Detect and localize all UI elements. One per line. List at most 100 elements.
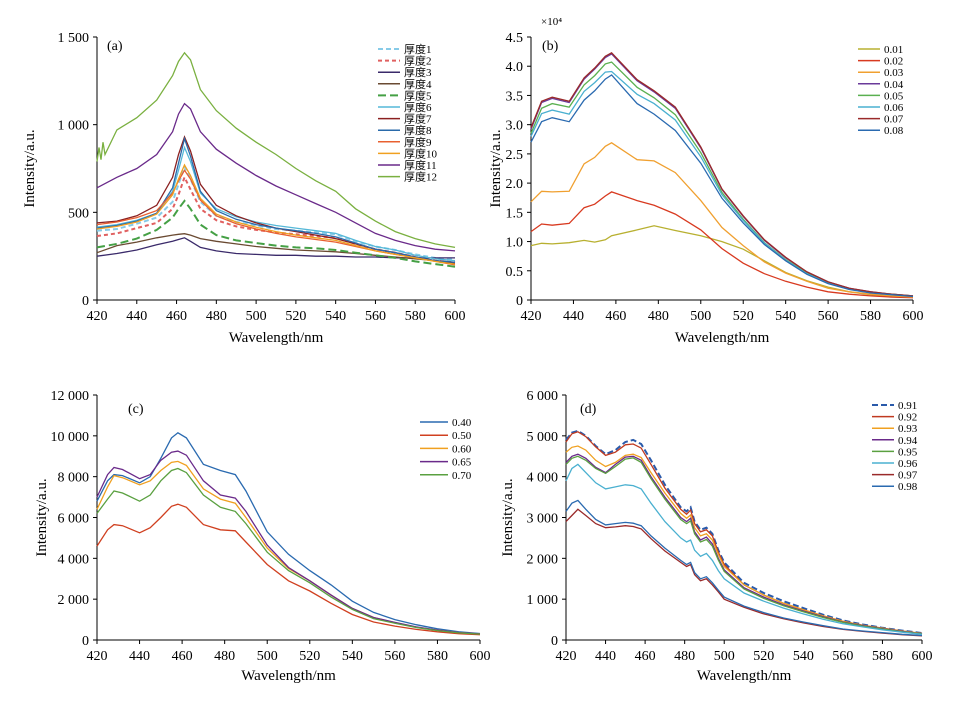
series-line-0.60: [96, 460, 481, 635]
y-tick-label: 12 000: [51, 389, 90, 404]
x-tick-label: 420: [521, 309, 542, 324]
x-tick-label: 460: [166, 309, 187, 324]
y-tick-label: 0: [82, 634, 89, 649]
y-tick-label: 1 500: [58, 31, 90, 46]
series-line-厚度4: [96, 233, 456, 263]
x-tick-label: 540: [775, 309, 796, 324]
legend-label: 0.93: [898, 423, 918, 435]
panel-label: (b): [542, 39, 559, 54]
x-tick-label: 560: [365, 309, 386, 324]
legend-label: 厚度4: [404, 77, 432, 91]
legend-label: 厚度9: [404, 135, 432, 149]
x-tick-label: 600: [470, 649, 491, 664]
x-tick-label: 580: [427, 649, 448, 664]
y-tick-label: 2 000: [527, 552, 559, 567]
x-tick-label: 460: [172, 649, 193, 664]
x-axis-label: Wavelength/nm: [241, 668, 336, 684]
x-axis-label: Wavelength/nm: [675, 330, 770, 346]
chart-panel-b: 420 440 460 480 500 520 540 560 580 600 0 0.5 1.0 1.5…: [488, 16, 924, 346]
legend-label: 0.07: [884, 114, 904, 126]
series-line-0.97: [565, 508, 923, 637]
x-tick-label: 500: [714, 649, 735, 664]
legend-label: 厚度1: [404, 42, 432, 56]
y-tick-label: 0: [82, 294, 89, 309]
x-tick-label: 520: [299, 649, 320, 664]
series-line-0.50: [96, 503, 481, 636]
x-tick-label: 480: [648, 309, 669, 324]
x-tick-label: 600: [445, 309, 466, 324]
x-axis-label: Wavelength/nm: [697, 668, 792, 684]
y-tick-label: 2.0: [506, 177, 524, 192]
axis-multiplier-label: ×10⁴: [541, 16, 562, 28]
x-tick-label: 600: [912, 649, 933, 664]
legend-label: 0.70: [452, 470, 472, 482]
y-tick-label: 4.0: [506, 60, 524, 75]
series-line-0.04: [530, 53, 914, 297]
x-tick-label: 420: [87, 649, 108, 664]
legend-label: 厚度3: [404, 65, 432, 79]
y-tick-label: 4.5: [506, 31, 524, 46]
x-tick-label: 540: [325, 309, 346, 324]
y-tick-label: 0: [551, 634, 558, 649]
y-tick-label: 4 000: [58, 552, 90, 567]
y-tick-label: 6 000: [58, 512, 90, 527]
y-tick-label: 1 000: [58, 119, 90, 134]
y-tick-label: 1 000: [527, 593, 559, 608]
series-line-0.08: [530, 74, 914, 298]
x-tick-label: 600: [903, 309, 924, 324]
series-line-0.96: [565, 463, 923, 635]
series-line-厚度2: [96, 174, 456, 264]
series-line-厚度5: [96, 199, 456, 268]
x-tick-label: 520: [285, 309, 306, 324]
legend-label: 厚度6: [404, 100, 432, 114]
y-tick-label: 1.0: [506, 236, 524, 251]
y-axis-label: Intensity/a.u.: [22, 129, 38, 207]
legend-label: 0.91: [898, 400, 917, 412]
legend-label: 厚度10: [404, 146, 437, 160]
chart-panel-d: 420 440 460 480 500 520 540 560 580 600 0 1 000 2 00…: [500, 389, 933, 684]
panel-label: (a): [107, 39, 123, 54]
legend-label: 0.97: [898, 470, 918, 482]
legend-label: 0.95: [898, 446, 918, 458]
series-line-厚度8: [96, 136, 456, 263]
y-tick-label: 3.5: [506, 89, 524, 104]
legend-label: 0.08: [884, 125, 904, 137]
legend-label: 厚度7: [404, 112, 432, 126]
legend-label: 0.06: [884, 102, 904, 114]
x-tick-label: 540: [342, 649, 363, 664]
legend-label: 厚度2: [404, 54, 432, 68]
y-tick-label: 5 000: [527, 430, 559, 445]
y-tick-label: 2.5: [506, 148, 524, 163]
x-tick-label: 500: [690, 309, 711, 324]
chart-panel-a: 420 440 460 480 500 520 540 560 580 600 0 500 1 000 1…: [22, 31, 466, 346]
x-tick-label: 440: [563, 309, 584, 324]
y-tick-label: 0.5: [506, 265, 524, 280]
x-tick-label: 460: [635, 649, 656, 664]
y-tick-label: 1.5: [506, 206, 524, 221]
series-line-厚度6: [96, 145, 456, 262]
legend-label: 0.98: [898, 481, 918, 493]
x-tick-label: 500: [257, 649, 278, 664]
x-tick-label: 420: [87, 309, 108, 324]
x-axis-label: Wavelength/nm: [229, 330, 324, 346]
y-axis-label: Intensity/a.u.: [500, 478, 516, 556]
y-axis-label: Intensity/a.u.: [488, 129, 504, 207]
series-line-0.02: [530, 191, 914, 299]
series-line-0.01: [530, 225, 914, 298]
y-tick-label: 3 000: [527, 512, 559, 527]
x-tick-label: 440: [595, 649, 616, 664]
x-tick-label: 560: [818, 309, 839, 324]
y-tick-label: 10 000: [51, 430, 90, 445]
y-tick-label: 4 000: [527, 471, 559, 486]
legend-label: 0.02: [884, 56, 903, 68]
y-tick-label: 8 000: [58, 471, 90, 486]
series-line-0.06: [530, 70, 914, 297]
x-tick-label: 580: [872, 649, 893, 664]
y-tick-label: 0: [516, 294, 523, 309]
series-line-0.03: [530, 142, 914, 298]
series-line-厚度3: [96, 237, 455, 259]
legend-label: 0.40: [452, 417, 472, 429]
x-tick-label: 560: [832, 649, 853, 664]
legend-label: 厚度8: [404, 123, 432, 137]
